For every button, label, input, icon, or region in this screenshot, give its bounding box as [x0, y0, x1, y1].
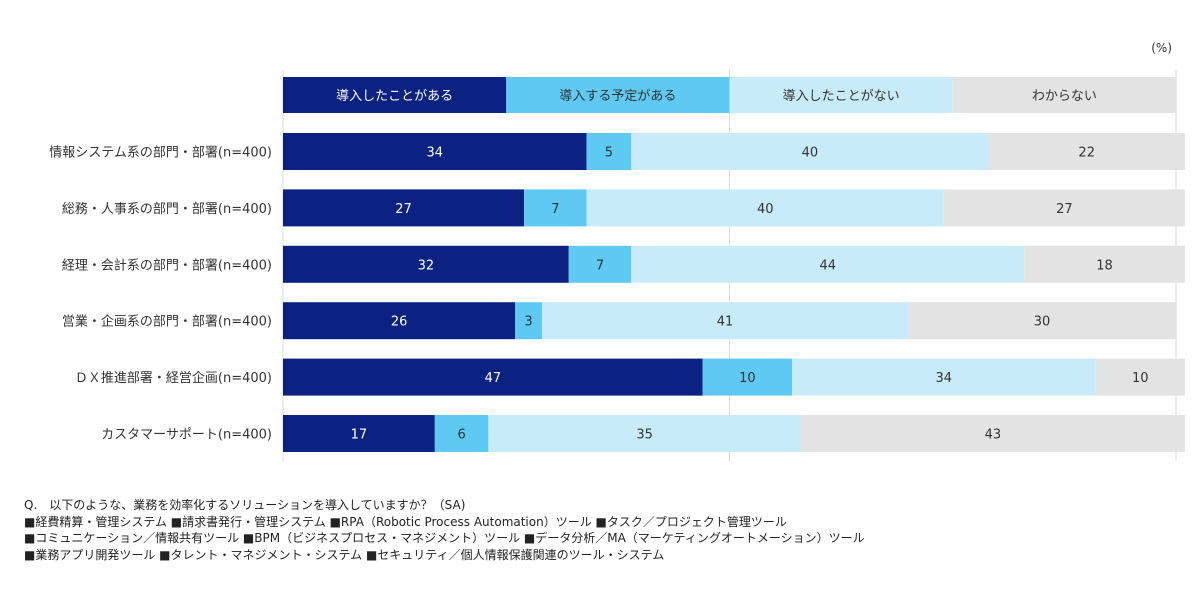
legend-swatch	[506, 77, 730, 113]
data-label: 5	[605, 146, 613, 161]
bar-segment	[515, 302, 542, 340]
bar-segment	[943, 189, 1185, 227]
data-label: 47	[485, 371, 502, 386]
legend: 導入したことがある 導入する予定がある 導入したことがない わからない	[283, 77, 1176, 113]
data-label: 27	[1056, 202, 1073, 217]
data-label: 3	[524, 315, 532, 330]
category-label: 経理・会計系の部門・部署(n=400)	[62, 257, 272, 273]
data-label: 10	[739, 371, 756, 386]
unit-label: (%)	[1151, 41, 1172, 55]
data-label: 26	[391, 315, 408, 330]
note-line-options-2: ■コミュニケーション／情報共有ツール ■BPM（ビジネスプロセス・マネジメント）…	[24, 531, 865, 545]
data-label: 18	[1096, 258, 1113, 273]
bar-segment	[631, 133, 989, 170]
data-label: 34	[427, 146, 444, 161]
bar-segment	[568, 245, 632, 283]
data-label: 44	[819, 258, 836, 273]
bar-segment	[283, 415, 435, 452]
data-label: 10	[1132, 371, 1149, 386]
data-label: 7	[596, 258, 604, 273]
data-label: 40	[802, 146, 819, 161]
data-label: 41	[717, 315, 734, 330]
bar-segment	[792, 358, 1096, 396]
bar-segment	[283, 189, 525, 227]
note-line-question: Q. 以下のような、業務を効率化するソリューションを導入していますか？（SA)	[24, 498, 466, 512]
legend-label: わからない	[1032, 89, 1097, 104]
bar-segment	[988, 133, 1185, 170]
stacked-bar-chart: (%) 導入したことがある 導入する予定がある 導入したことがない わからない情報システ…	[49, 41, 1185, 461]
data-label: 6	[457, 428, 465, 443]
bar-segment	[800, 415, 1185, 452]
category-label: カスタマーサポート(n=400)	[101, 428, 272, 443]
legend-swatch	[952, 77, 1176, 113]
category-label: 営業・企画系の部門・部署(n=400)	[62, 314, 272, 330]
bar-row: 営業・企画系の部門・部署(n=400) 26 3 41 30	[62, 302, 1176, 340]
data-label: 35	[636, 428, 653, 443]
data-label: 40	[757, 202, 774, 217]
bar-segment	[283, 133, 587, 170]
bar-segment	[586, 189, 944, 227]
legend-label: 導入したことがある	[336, 89, 453, 104]
bar-segment	[283, 245, 569, 283]
data-label: 7	[551, 202, 559, 217]
bar-row: 経理・会計系の部門・部署(n=400) 32 7 44 18	[62, 245, 1185, 283]
legend-label: 導入したことがない	[783, 89, 900, 104]
bar-segment	[524, 189, 587, 227]
data-label: 27	[395, 202, 412, 217]
category-label: 情報システム系の部門・部署(n=400)	[49, 146, 272, 161]
category-label: ＤＸ推進部署・経営企画(n=400)	[75, 370, 272, 386]
data-label: 32	[418, 258, 435, 273]
bar-segment	[1095, 358, 1185, 396]
bar-segment	[434, 415, 489, 452]
bar-row: ＤＸ推進部署・経営企画(n=400) 47 10 34 10	[75, 358, 1185, 396]
bar-segment	[283, 358, 703, 396]
bar-segment	[908, 302, 1176, 340]
legend-swatch	[283, 77, 507, 113]
bar-segment	[1024, 245, 1185, 283]
bar-row: カスタマーサポート(n=400) 17 6 35 43	[101, 415, 1185, 452]
data-label: 17	[351, 428, 368, 443]
question-notes: Q. 以下のような、業務を効率化するソリューションを導入していますか？（SA) …	[24, 497, 865, 563]
bar-segment	[541, 302, 909, 340]
bar-segment	[631, 245, 1025, 283]
note-line-options-3: ■業務アプリ開発ツール ■タレント・マネジメント・システム ■セキュリティ／個人…	[24, 547, 665, 562]
bar-segment	[586, 133, 632, 170]
data-label: 34	[936, 371, 953, 386]
bar-row: 総務・人事系の部門・部署(n=400) 27 7 40 27	[62, 189, 1185, 227]
category-label: 総務・人事系の部門・部署(n=400)	[62, 202, 272, 217]
data-label: 22	[1078, 146, 1095, 161]
bar-segment	[488, 415, 801, 452]
note-line-options-1: ■経費精算・管理システム ■請求書発行・管理システム ■RPA（Robotic …	[24, 514, 787, 529]
bar-segment	[702, 358, 793, 396]
bar-row: 情報システム系の部門・部署(n=400) 34 5 40 22	[49, 133, 1185, 170]
data-label: 30	[1034, 315, 1051, 330]
legend-swatch	[729, 77, 953, 113]
bar-segment	[283, 302, 516, 340]
legend-label: 導入する予定がある	[559, 89, 676, 104]
data-label: 43	[985, 428, 1002, 443]
